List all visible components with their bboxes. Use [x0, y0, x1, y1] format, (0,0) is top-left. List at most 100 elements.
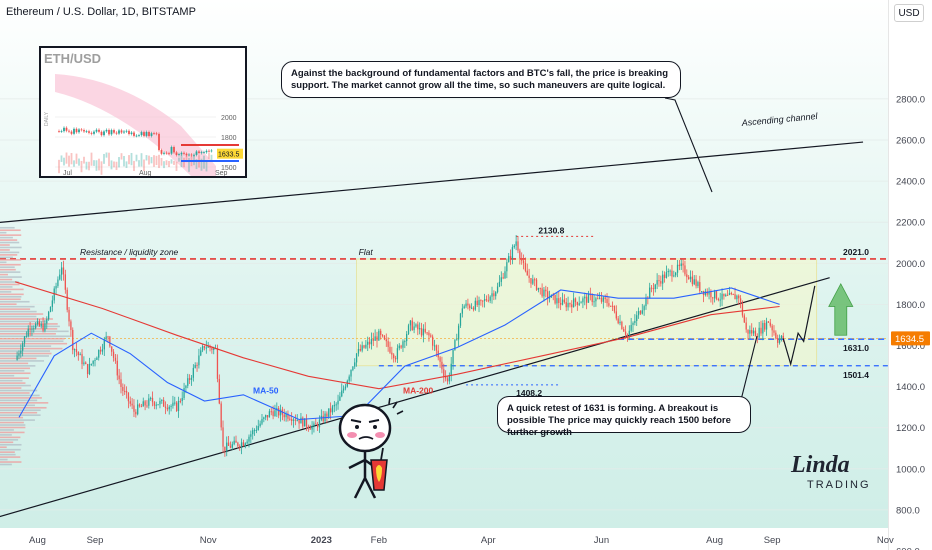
- inset-volume-bar: [90, 152, 93, 166]
- inset-candle-body: [138, 135, 140, 137]
- candle-body: [222, 427, 224, 447]
- inset-candle-body: [170, 147, 173, 154]
- inset-volume-bar: [140, 153, 143, 167]
- candle-body: [743, 315, 745, 323]
- cartoon-character: [338, 398, 404, 499]
- candle-body: [46, 319, 48, 324]
- candle-body: [636, 315, 638, 321]
- inset-candle-body: [105, 129, 108, 132]
- inset-x-tick: Aug: [139, 170, 152, 176]
- candle-body: [650, 287, 653, 289]
- candle-body: [762, 323, 764, 334]
- inset-candle-body: [208, 150, 210, 152]
- volume-profile-bar: [0, 443, 22, 446]
- candle-body: [663, 274, 666, 278]
- volume-profile-bar: [0, 436, 21, 439]
- logo-main-text: Linda: [791, 452, 850, 478]
- inset-candle-body: [65, 127, 68, 131]
- candle-body: [669, 270, 671, 272]
- candle-body: [47, 311, 50, 320]
- candle-body: [77, 352, 79, 356]
- candle-body: [680, 263, 682, 267]
- candle-body: [619, 321, 621, 324]
- candle-body: [547, 291, 549, 299]
- candle-body: [422, 328, 425, 336]
- inset-candle-body: [148, 131, 150, 136]
- candle-body: [630, 324, 632, 331]
- inset-candle-body: [58, 131, 60, 132]
- candle-body: [294, 419, 297, 421]
- inset-volume-bar: [80, 160, 83, 173]
- candle-body: [652, 288, 655, 290]
- candle-body: [587, 294, 590, 303]
- inset-volume-bar: [103, 153, 105, 164]
- candle-body: [224, 446, 226, 451]
- candle-body: [194, 365, 196, 368]
- inset-candle-body: [155, 133, 158, 135]
- inset-volume-bar: [100, 161, 103, 175]
- candle-body: [116, 360, 118, 376]
- candle-body: [59, 274, 61, 280]
- candle-body: [174, 402, 176, 404]
- inset-candle-body: [183, 152, 185, 154]
- candle-body: [72, 329, 74, 351]
- candle-body: [151, 397, 154, 403]
- x-tick-label: Jun: [594, 535, 609, 546]
- candle-body: [532, 279, 534, 284]
- candle-body: [656, 280, 658, 285]
- candle-body: [613, 305, 616, 312]
- candle-body: [307, 426, 310, 429]
- volume-profile-bar: [0, 229, 21, 232]
- inset-candle-body: [68, 130, 70, 132]
- candle-body: [259, 423, 261, 427]
- volume-profile-bar: [0, 458, 8, 461]
- inset-volume-bar: [135, 154, 138, 162]
- volume-profile-bar: [0, 256, 13, 259]
- volume-profile-bar: [0, 259, 22, 261]
- candle-body: [55, 285, 57, 289]
- volume-profile-bar: [0, 342, 68, 345]
- candle-body: [341, 390, 343, 397]
- candle-body: [496, 286, 499, 293]
- volume-profile-bar: [0, 382, 26, 384]
- candle-body: [734, 294, 736, 300]
- candle-body: [296, 420, 298, 422]
- candle-body: [129, 401, 131, 404]
- candle-body: [519, 250, 521, 259]
- channel-upper-line: [0, 141, 864, 223]
- candle-body: [483, 299, 486, 301]
- candle-body: [782, 335, 784, 339]
- candle-body: [600, 297, 603, 302]
- inset-candle-body: [90, 132, 93, 134]
- candle-body: [699, 282, 701, 292]
- candle-body: [504, 271, 506, 279]
- inset-volume-bar: [98, 158, 100, 171]
- volume-profile-bar: [0, 231, 7, 234]
- candle-body: [168, 406, 170, 410]
- inset-candle-body: [175, 152, 178, 156]
- volume-profile-bar: [0, 281, 19, 283]
- currency-button[interactable]: USD: [894, 4, 924, 22]
- candle-body: [515, 241, 517, 246]
- volume-profile-bar: [0, 404, 35, 407]
- candle-body: [513, 245, 515, 248]
- inset-candle-body: [210, 150, 213, 152]
- candle-body: [272, 411, 274, 417]
- candle-body: [140, 406, 143, 408]
- inset-candle-body: [198, 151, 200, 153]
- candle-body: [450, 363, 452, 377]
- inset-candle-body: [113, 130, 115, 133]
- volume-profile-bar: [0, 239, 18, 241]
- candle-body: [278, 408, 280, 416]
- x-tick-label: Aug: [706, 535, 723, 546]
- candle-body: [101, 349, 104, 352]
- inset-candle-body: [110, 130, 113, 135]
- candle-body: [220, 403, 222, 428]
- volume-profile-bar: [0, 357, 37, 360]
- candle-body: [407, 325, 410, 334]
- candle-body: [565, 302, 567, 308]
- inset-candle-body: [140, 132, 143, 136]
- volume-profile-bar: [0, 397, 42, 399]
- y-tick-label: 2000.0: [896, 259, 925, 270]
